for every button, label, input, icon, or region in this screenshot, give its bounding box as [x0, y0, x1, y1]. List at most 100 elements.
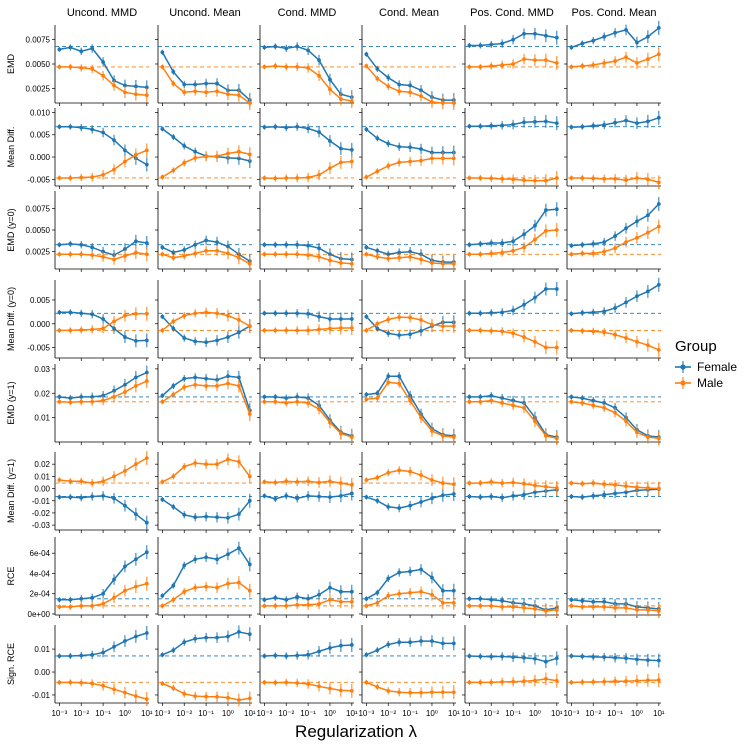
data-point-male [511, 480, 515, 485]
data-point-male [624, 419, 628, 424]
data-point-male [144, 252, 149, 257]
panel-mean-diff-uncond-mmd [52, 108, 149, 189]
data-point-female [624, 300, 628, 305]
data-point-male [112, 167, 116, 172]
data-point-male [171, 81, 176, 86]
data-point-male [68, 252, 73, 257]
panel-mean-diff-y-1-cond-mean [359, 452, 456, 533]
data-point-female [467, 395, 472, 399]
data-point-male [236, 384, 241, 388]
data-point-female [408, 640, 412, 645]
data-point-female [554, 656, 559, 661]
data-point-female [101, 591, 105, 596]
data-point-male [306, 328, 310, 333]
data-point-female [68, 310, 73, 315]
data-point-female [90, 595, 95, 600]
data-point-male [349, 99, 354, 103]
data-point-male [262, 252, 267, 257]
data-point-female [284, 125, 289, 130]
data-point-male [226, 151, 230, 156]
panel-mean-diff-pos-cond-mmd [462, 108, 559, 189]
data-point-female [68, 495, 73, 499]
column-title-pos-cond-mean: Pos. Cond. Mean [572, 7, 657, 19]
data-point-male [317, 254, 321, 259]
data-point-female [57, 395, 62, 399]
data-point-male [364, 252, 369, 257]
row-label-emd-y-1: EMD (y=1) [6, 381, 16, 424]
data-point-male [328, 597, 332, 602]
data-point-female [489, 123, 494, 128]
data-point-male [645, 230, 650, 235]
data-point-male [123, 90, 127, 95]
data-point-male [613, 410, 617, 415]
data-point-female [533, 31, 537, 36]
panel-rce-cond-mean [359, 537, 456, 618]
x-tick-label: 10¹ [448, 709, 460, 718]
data-point-female [133, 239, 138, 244]
panel-sign-rce-uncond-mean [155, 625, 252, 707]
data-point-male [613, 59, 617, 63]
data-point-female [554, 121, 559, 126]
data-point-male [500, 329, 505, 334]
data-point-female [624, 27, 628, 32]
data-point-female [328, 252, 332, 257]
data-point-female [193, 149, 198, 154]
panel-sign-rce-cond-mean [359, 625, 456, 706]
panel-emd-y-1-uncond-mmd [52, 364, 149, 445]
data-point-male [328, 87, 332, 92]
x-tick-label: 10⁻³ [358, 709, 374, 718]
data-point-male [451, 482, 456, 487]
data-point-male [338, 326, 343, 330]
data-point-male [204, 584, 208, 589]
data-point-male [478, 680, 483, 685]
data-point-female [533, 490, 537, 495]
data-point-male [511, 177, 515, 182]
data-point-male [328, 326, 332, 331]
data-point-female [160, 652, 165, 657]
data-point-male [543, 345, 548, 350]
x-tick-label: 10⁰ [426, 709, 438, 718]
data-point-female [602, 240, 607, 245]
data-point-male [123, 390, 127, 394]
x-tick-label: 10⁻¹ [198, 709, 214, 718]
data-point-male [375, 321, 380, 326]
data-point-female [364, 314, 369, 319]
data-point-female [408, 393, 412, 398]
data-point-male [68, 479, 73, 484]
data-point-male [397, 160, 402, 165]
data-point-male [133, 92, 138, 97]
data-point-male [522, 57, 526, 62]
data-point-female [467, 124, 472, 129]
data-point-male [133, 250, 138, 255]
data-point-male [68, 400, 73, 405]
data-point-female [273, 124, 278, 129]
x-tick-label: 10⁰ [222, 709, 234, 718]
data-point-male [467, 680, 472, 685]
data-point-female [408, 249, 412, 254]
data-point-female [397, 333, 402, 338]
data-point-female [591, 493, 596, 498]
data-point-male [467, 399, 472, 404]
data-point-male [500, 63, 505, 67]
data-point-male [160, 252, 165, 257]
data-point-female [262, 493, 267, 498]
data-point-male [226, 381, 230, 386]
data-point-male [90, 175, 95, 179]
data-point-female [90, 652, 95, 657]
data-point-female [397, 570, 402, 575]
data-point-female [204, 81, 208, 86]
data-point-male [580, 604, 585, 609]
data-point-male [226, 92, 230, 97]
data-point-female [144, 162, 149, 167]
data-point-female [489, 597, 494, 602]
data-point-female [656, 658, 661, 663]
data-point-female [273, 653, 278, 658]
data-point-male [215, 384, 219, 388]
panel-mean-diff-y-0-uncond-mean [155, 280, 252, 361]
data-point-female [112, 138, 116, 142]
data-point-female [613, 655, 617, 660]
data-point-male [317, 480, 321, 485]
x-tick-label: 10⁰ [324, 709, 336, 718]
data-point-female [478, 311, 483, 316]
